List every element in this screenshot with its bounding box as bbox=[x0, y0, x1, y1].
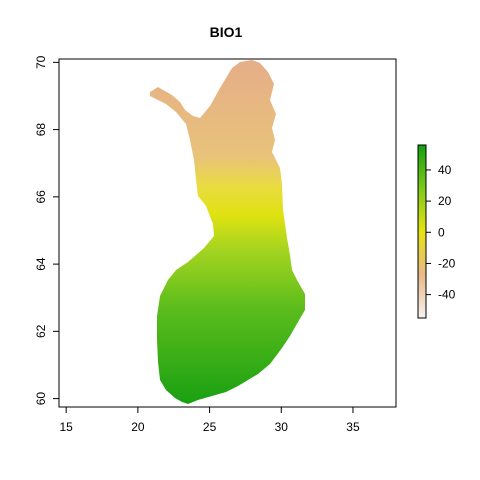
y-axis: 60 62 64 66 68 70 bbox=[34, 55, 59, 405]
legend-tick-label: 20 bbox=[438, 194, 452, 208]
map-title: BIO1 bbox=[210, 24, 243, 40]
plot-frame bbox=[58, 58, 397, 408]
legend-tick-label: 40 bbox=[438, 163, 452, 177]
legend-tick-label: -40 bbox=[438, 288, 456, 302]
x-tick-label: 30 bbox=[275, 420, 289, 434]
legend-tick-label: 0 bbox=[438, 225, 445, 239]
x-tick-label: 35 bbox=[346, 420, 360, 434]
x-tick-label: 20 bbox=[131, 420, 145, 434]
x-tick-label: 25 bbox=[203, 420, 217, 434]
land-area bbox=[150, 60, 305, 404]
y-tick-label: 66 bbox=[34, 190, 48, 204]
y-tick-label: 60 bbox=[34, 392, 48, 406]
x-tick-label: 15 bbox=[59, 420, 73, 434]
legend-tick-label: -20 bbox=[438, 256, 456, 270]
legend-colorbar bbox=[417, 144, 427, 319]
y-tick-label: 70 bbox=[34, 55, 48, 69]
y-tick-label: 68 bbox=[34, 123, 48, 137]
y-tick-label: 62 bbox=[34, 324, 48, 338]
y-tick-label: 64 bbox=[34, 257, 48, 271]
x-axis: 15 20 25 30 35 bbox=[59, 407, 360, 434]
legend-axis: 40 20 0 -20 -40 bbox=[426, 163, 456, 302]
